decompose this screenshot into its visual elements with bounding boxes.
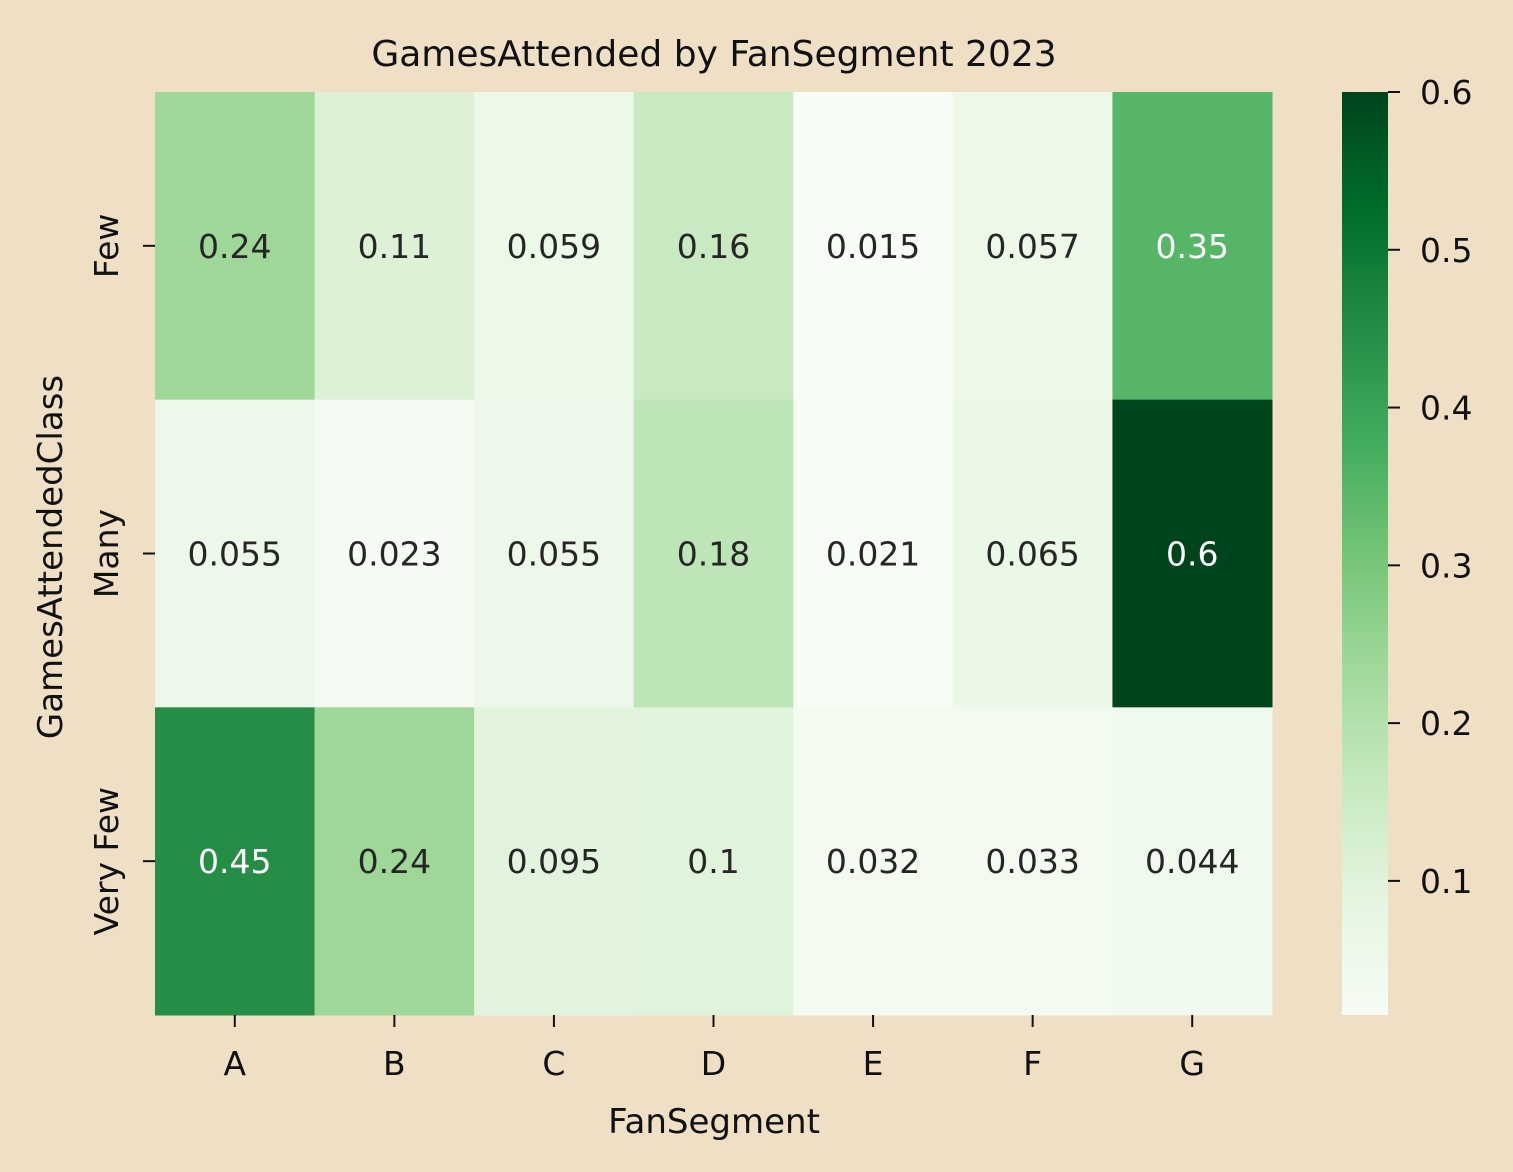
cell-value-label: 0.021 bbox=[826, 535, 920, 574]
heatmap-cell-many-e bbox=[793, 399, 954, 708]
heatmap-cell-many-f bbox=[952, 399, 1113, 708]
heatmap-cell-very-few-a bbox=[155, 707, 316, 1016]
heatmap-cell-few-d bbox=[633, 92, 794, 401]
heatmap-cell-many-d bbox=[633, 399, 794, 708]
heatmap-cell-labels: 0.24 0.11 0.059 0.16 0.015 0.057 0.35 0.055 0.02… bbox=[188, 227, 1240, 881]
cell-value-label: 0.065 bbox=[985, 535, 1079, 574]
x-tick-label: A bbox=[223, 1044, 246, 1083]
cell-value-label: 0.24 bbox=[358, 842, 431, 881]
cell-value-label: 0.015 bbox=[826, 227, 920, 266]
colorbar-ticks: 0.1 0.2 0.3 0.4 0.5 0.6 bbox=[1388, 73, 1472, 901]
x-tick-label: C bbox=[542, 1044, 565, 1083]
heatmap-cell-few-c bbox=[474, 92, 635, 401]
x-tick-label: D bbox=[701, 1044, 726, 1083]
cell-value-label: 0.1 bbox=[687, 842, 739, 881]
chart-title: GamesAttended by FanSegment 2023 bbox=[371, 34, 1056, 75]
cell-value-label: 0.055 bbox=[188, 535, 282, 574]
heatmap-cell-very-few-g bbox=[1112, 707, 1273, 1016]
x-tick-label: B bbox=[383, 1044, 406, 1083]
colorbar-tick-label: 0.3 bbox=[1420, 546, 1472, 585]
cell-value-label: 0.6 bbox=[1166, 535, 1218, 574]
x-tick-label: G bbox=[1179, 1044, 1205, 1083]
heatmap-cell-few-g bbox=[1112, 92, 1273, 401]
cell-value-label: 0.023 bbox=[347, 535, 441, 574]
y-axis-label: GamesAttendedClass bbox=[31, 375, 71, 739]
colorbar-tick-label: 0.4 bbox=[1420, 389, 1472, 428]
cell-value-label: 0.032 bbox=[826, 842, 920, 881]
y-tick-label: Very Few bbox=[87, 787, 126, 935]
x-axis-label: FanSegment bbox=[608, 1102, 820, 1142]
cell-value-label: 0.095 bbox=[507, 842, 601, 881]
heatmap-cell-few-e bbox=[793, 92, 954, 401]
y-tick-label: Many bbox=[87, 509, 126, 598]
colorbar bbox=[1342, 92, 1388, 1015]
cell-value-label: 0.057 bbox=[985, 227, 1079, 266]
x-tick-label: E bbox=[863, 1044, 884, 1083]
y-tick-label: Few bbox=[87, 214, 126, 278]
heatmap-cell-few-b bbox=[314, 92, 475, 401]
heatmap-cell-few-a bbox=[155, 92, 316, 401]
heatmap-cell-many-a bbox=[155, 399, 316, 708]
colorbar-tick-label: 0.6 bbox=[1420, 73, 1472, 112]
heatmap-cell-very-few-f bbox=[952, 707, 1113, 1016]
heatmap-cell-many-c bbox=[474, 399, 635, 708]
colorbar-tick-label: 0.5 bbox=[1420, 231, 1472, 270]
cell-value-label: 0.11 bbox=[358, 227, 431, 266]
colorbar-tick-label: 0.1 bbox=[1420, 862, 1472, 901]
cell-value-label: 0.033 bbox=[985, 842, 1079, 881]
cell-value-label: 0.18 bbox=[677, 535, 750, 574]
heatmap-cell-many-g bbox=[1112, 399, 1273, 708]
heatmap-cell-many-b bbox=[314, 399, 475, 708]
cell-value-label: 0.059 bbox=[507, 227, 601, 266]
heatmap-cell-very-few-c bbox=[474, 707, 635, 1016]
cell-value-label: 0.24 bbox=[198, 227, 271, 266]
cell-value-label: 0.45 bbox=[198, 842, 271, 881]
cell-value-label: 0.35 bbox=[1155, 227, 1228, 266]
heatmap-cell-very-few-b bbox=[314, 707, 475, 1016]
heatmap-cell-few-f bbox=[952, 92, 1113, 401]
cell-value-label: 0.16 bbox=[677, 227, 750, 266]
cell-value-label: 0.044 bbox=[1145, 842, 1239, 881]
heatmap-cell-very-few-e bbox=[793, 707, 954, 1016]
x-tick-label: F bbox=[1023, 1044, 1042, 1083]
heatmap-cells bbox=[155, 92, 1273, 1016]
y-axis-ticks: Few Many Very Few bbox=[87, 214, 155, 935]
x-axis-ticks: A B C D E F G bbox=[223, 1015, 1205, 1083]
colorbar-tick-label: 0.2 bbox=[1420, 704, 1472, 743]
cell-value-label: 0.055 bbox=[507, 535, 601, 574]
heatmap-cell-very-few-d bbox=[633, 707, 794, 1016]
